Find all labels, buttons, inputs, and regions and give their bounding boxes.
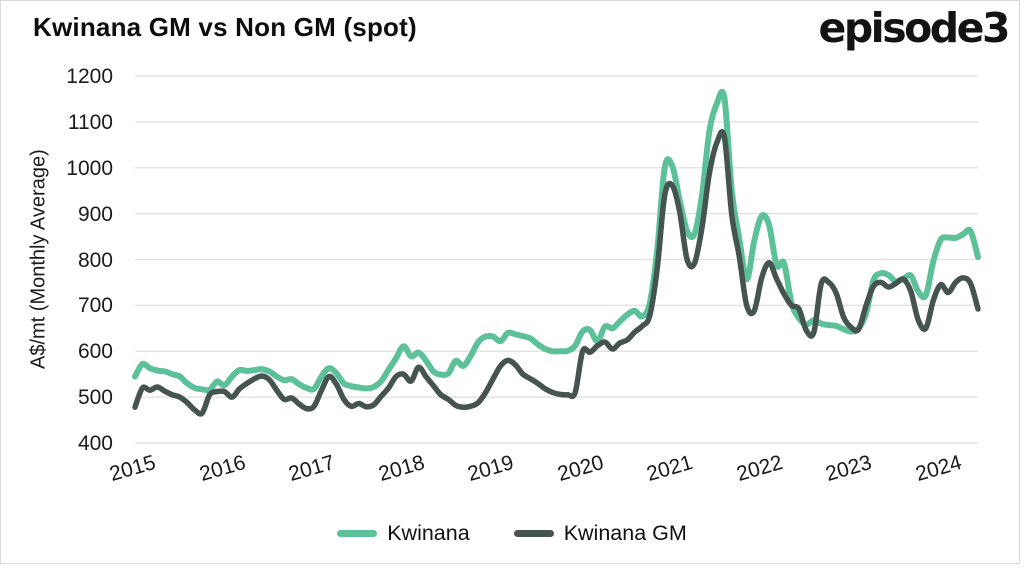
y-tick-label-1200: 1200 — [66, 65, 113, 88]
episode3-logo: episode3 — [818, 4, 1011, 52]
y-tick-label-500: 500 — [77, 386, 113, 410]
series-line-kwinana-gm — [132, 129, 981, 417]
y-tick-label-400: 400 — [77, 432, 113, 455]
legend-item-kwinana[interactable]: Kwinana — [337, 521, 470, 546]
legend-label-kwinana-gm: Kwinana GM — [563, 521, 687, 545]
legend-label-kwinana: Kwinana — [387, 521, 470, 545]
kwinana-line-swatch — [337, 530, 378, 537]
legend-item-kwinana-gm[interactable]: Kwinana GM — [513, 521, 687, 546]
y-tick-label-600: 600 — [77, 340, 113, 364]
y-tick-label-900: 900 — [77, 202, 113, 226]
chart-title: Kwinana GM vs Non GM (spot) — [33, 12, 417, 42]
y-tick-label-800: 800 — [77, 248, 113, 272]
series-line-kwinana — [132, 88, 981, 394]
y-tick-label-1000: 1000 — [66, 156, 113, 180]
kwinana-gm-line-swatch — [513, 530, 554, 537]
y-tick-label-1100: 1100 — [67, 110, 113, 134]
y-tick-label-700: 700 — [77, 294, 113, 318]
legend: Kwinana Kwinana GM — [0, 521, 1024, 546]
